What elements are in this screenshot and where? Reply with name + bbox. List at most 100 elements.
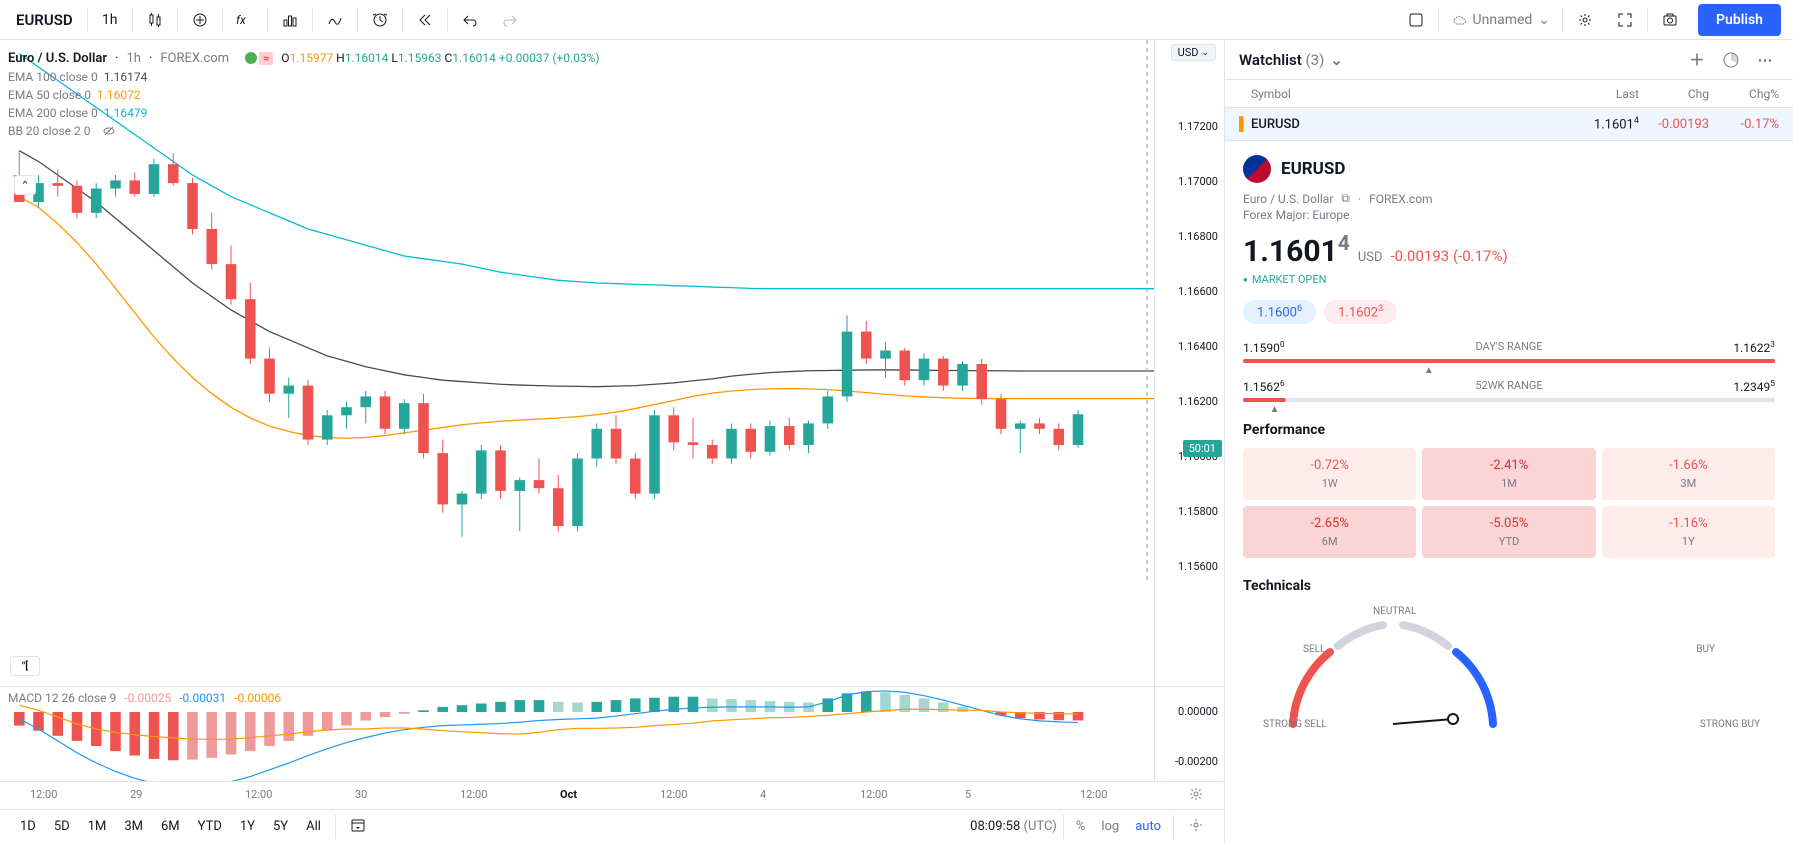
- col-chgpct[interactable]: Chg%: [1709, 87, 1779, 101]
- day-high: 1.16223: [1733, 340, 1775, 355]
- watchlist-more-icon[interactable]: ⋯: [1751, 46, 1779, 74]
- gauge-strong-sell: STRONG SELL: [1263, 719, 1327, 730]
- x-tick: 12:00: [660, 788, 687, 801]
- x-tick: 12:00: [1080, 788, 1107, 801]
- macd-pane[interactable]: MACD 12 26 close 9 -0.00025 -0.00031 -0.…: [0, 686, 1224, 781]
- detail-fullname: Euro / U.S. Dollar: [1243, 192, 1333, 206]
- candles-icon[interactable]: [135, 0, 175, 40]
- price-axis[interactable]: USD⌄ 1.172001.170001.168001.166001.16400…: [1154, 40, 1224, 686]
- redo-icon[interactable]: [490, 0, 530, 40]
- time-axis[interactable]: 12:002912:003012:00Oct12:00412:00512:00: [0, 781, 1224, 809]
- x-tick: Oct: [560, 788, 577, 801]
- perf-cell-ytd[interactable]: -5.05%YTD: [1422, 506, 1595, 558]
- gauge-sell: SELL: [1303, 644, 1325, 655]
- wl-last: 1.16014: [1569, 116, 1639, 132]
- log-toggle[interactable]: log: [1095, 819, 1125, 834]
- indicator-row[interactable]: EMA 100 close 01.16174: [8, 68, 600, 86]
- perf-cell-6m[interactable]: -2.65%6M: [1243, 506, 1416, 558]
- compare-icon[interactable]: [180, 0, 220, 40]
- auto-toggle[interactable]: auto: [1129, 819, 1167, 834]
- indicator-row[interactable]: EMA 200 close 01.16479: [8, 104, 600, 122]
- perf-cell-1y[interactable]: -1.16%1Y: [1602, 506, 1775, 558]
- range-button-3m[interactable]: 3M: [116, 815, 151, 838]
- axis-settings-icon[interactable]: [1188, 786, 1204, 805]
- undo-icon[interactable]: [450, 0, 490, 40]
- col-last[interactable]: Last: [1569, 87, 1639, 101]
- ask-pill[interactable]: 1.16023: [1324, 300, 1397, 324]
- watchlist-row[interactable]: ▌ EURUSD 1.16014 -0.00193 -0.17%: [1225, 108, 1793, 140]
- symbol-flag-icon: [1243, 155, 1271, 183]
- perf-cell-3m[interactable]: -1.66%3M: [1602, 448, 1775, 500]
- performance-grid: -0.72%1W-2.41%1M-1.66%3M -2.65%6M-5.05%YT…: [1243, 448, 1775, 558]
- wl-symbol: EURUSD: [1251, 117, 1569, 132]
- layout-name-label: Unnamed: [1473, 12, 1533, 28]
- chevron-down-icon[interactable]: ⌄: [1330, 51, 1343, 69]
- detail-class: Forex Major: Europe: [1243, 208, 1775, 222]
- perf-cell-1m[interactable]: -2.41%1M: [1422, 448, 1595, 500]
- tv-logo: "[: [10, 656, 40, 676]
- layout-name-button[interactable]: Unnamed ⌄: [1441, 12, 1561, 28]
- range-button-5d[interactable]: 5D: [46, 815, 78, 838]
- legend-dot: ·: [115, 51, 118, 66]
- y-tick: 1.16800: [1178, 230, 1218, 243]
- chart-area[interactable]: Euro / U.S. Dollar · 1h · FOREX.com ≈ O1…: [0, 40, 1224, 686]
- watchlist-header: Watchlist (3) ⌄ ＋ ⋯: [1225, 40, 1793, 80]
- watchlist-columns: Symbol Last Chg Chg%: [1225, 80, 1793, 108]
- wl-chgpct: -0.17%: [1709, 117, 1779, 132]
- interval-button[interactable]: 1h: [90, 0, 130, 40]
- range-button-ytd[interactable]: YTD: [190, 815, 230, 838]
- indicator-row[interactable]: EMA 50 close 01.16072: [8, 86, 600, 104]
- currency-selector[interactable]: USD⌄: [1171, 44, 1216, 61]
- chevron-down-icon: ⌄: [1201, 48, 1209, 58]
- bid-pill[interactable]: 1.16006: [1243, 300, 1316, 324]
- y-tick: 1.16400: [1178, 340, 1218, 353]
- goto-calendar-icon[interactable]: [342, 813, 374, 841]
- day-range-label: DAY'S RANGE: [1475, 340, 1542, 355]
- indicator-row[interactable]: BB 20 close 2 0: [8, 122, 600, 140]
- performance-title: Performance: [1243, 422, 1775, 438]
- legend-dot: ·: [149, 51, 152, 66]
- financials-icon[interactable]: [270, 0, 310, 40]
- col-symbol[interactable]: Symbol: [1251, 87, 1569, 101]
- percent-toggle[interactable]: %: [1070, 819, 1092, 834]
- range-button-all[interactable]: All: [298, 815, 329, 838]
- range-button-1d[interactable]: 1D: [12, 815, 44, 838]
- top-toolbar: EURUSD 1h fx Unnamed ⌄ Publish: [0, 0, 1793, 40]
- x-tick: 4: [760, 788, 766, 801]
- watchlist-chart-icon[interactable]: [1717, 46, 1745, 74]
- range-button-1m[interactable]: 1M: [80, 815, 115, 838]
- alert-icon[interactable]: [360, 0, 400, 40]
- range-button-1y[interactable]: 1Y: [232, 815, 263, 838]
- wk-high: 1.23495: [1733, 379, 1775, 394]
- macd-axis[interactable]: 0.00000 -0.00200: [1154, 687, 1224, 782]
- symbol-button[interactable]: EURUSD: [4, 0, 85, 39]
- axis-settings-icon[interactable]: [1180, 813, 1212, 841]
- bottom-toolbar: 1D5D1M3M6MYTD1Y5YAll 08:09:58 (UTC) % lo…: [0, 809, 1224, 843]
- chart-legend: Euro / U.S. Dollar · 1h · FOREX.com ≈ O1…: [8, 48, 600, 140]
- day-low: 1.15900: [1243, 340, 1285, 355]
- y-tick: 1.17200: [1178, 120, 1218, 133]
- legend-title[interactable]: Euro / U.S. Dollar: [8, 51, 107, 66]
- publish-button[interactable]: Publish: [1698, 4, 1781, 36]
- snapshot-icon[interactable]: [1650, 0, 1690, 40]
- macd-tick: -0.00200: [1175, 755, 1218, 768]
- perf-cell-1w[interactable]: -0.72%1W: [1243, 448, 1416, 500]
- layout-icon[interactable]: [1396, 0, 1436, 40]
- col-chg[interactable]: Chg: [1639, 87, 1709, 101]
- range-button-6m[interactable]: 6M: [153, 815, 188, 838]
- svg-text:fx: fx: [236, 13, 246, 27]
- detail-source: FOREX.com: [1369, 192, 1432, 206]
- range-button-5y[interactable]: 5Y: [265, 815, 296, 838]
- replay-icon[interactable]: [405, 0, 445, 40]
- goto-date-button[interactable]: ⌃: [14, 175, 36, 195]
- legend-interval: 1h: [126, 51, 140, 66]
- indicators-icon[interactable]: fx: [225, 0, 265, 40]
- clock-label[interactable]: 08:09:58 (UTC): [970, 819, 1057, 834]
- templates-icon[interactable]: [315, 0, 355, 40]
- add-symbol-icon[interactable]: ＋: [1683, 46, 1711, 74]
- fullscreen-icon[interactable]: [1605, 0, 1645, 40]
- detail-symbol[interactable]: EURUSD: [1281, 159, 1345, 179]
- external-link-icon[interactable]: ⧉: [1341, 191, 1350, 206]
- settings-icon[interactable]: [1565, 0, 1605, 40]
- watchlist-title[interactable]: Watchlist (3): [1239, 51, 1324, 69]
